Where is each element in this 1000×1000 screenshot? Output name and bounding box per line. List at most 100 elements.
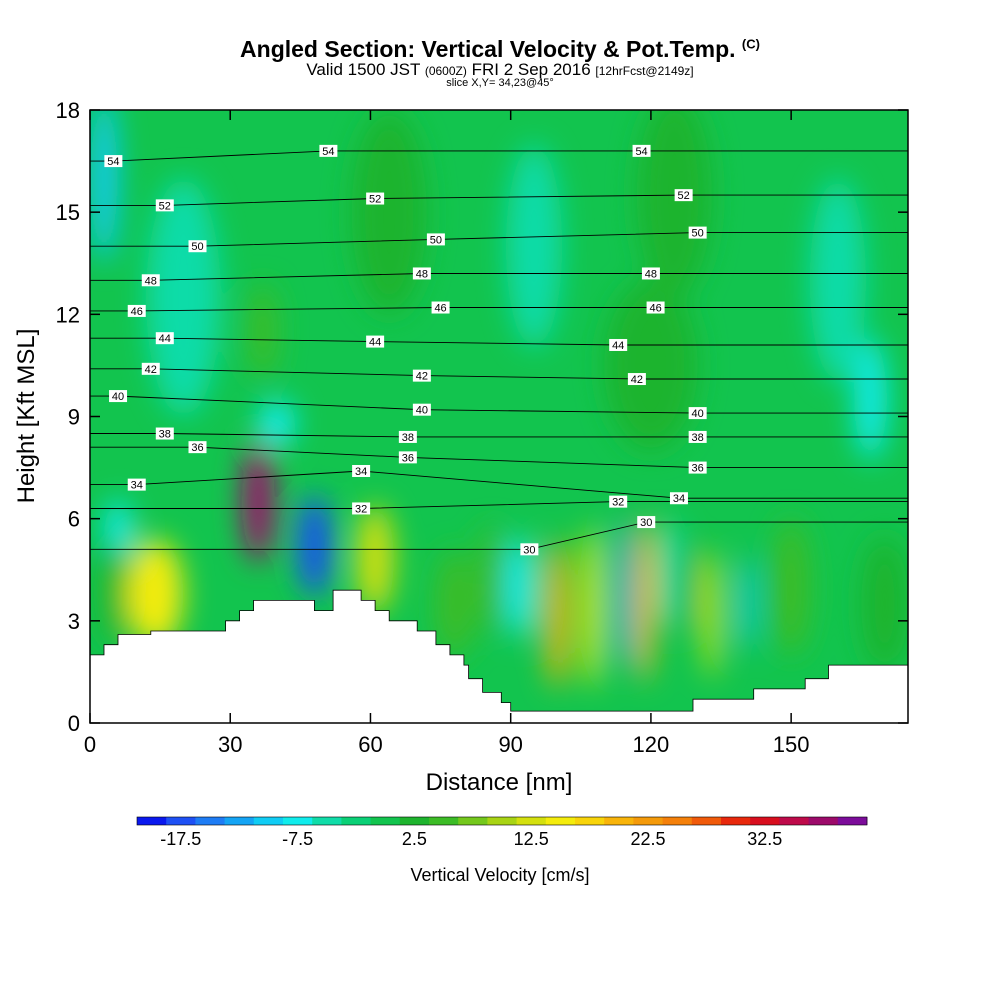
contour-label-text: 38	[159, 429, 171, 441]
velocity-cell	[356, 505, 394, 615]
contour-label-text: 46	[434, 303, 446, 315]
contour-label-box	[688, 407, 707, 420]
contour-label-text: 40	[112, 391, 124, 403]
velocity-cell	[772, 518, 810, 655]
contour-label-text: 46	[649, 303, 661, 315]
contour-label: 50	[188, 240, 207, 253]
chart-title: Angled Section: Vertical Velocity & Pot.…	[0, 36, 1000, 63]
contour-label-box	[141, 362, 160, 375]
contour-label-text: 42	[416, 371, 428, 383]
colorbar-swatch	[341, 817, 371, 825]
colorbar-swatch	[633, 817, 663, 825]
contour-label-text: 36	[692, 463, 704, 475]
velocity-cell	[248, 283, 277, 380]
velocity-cell	[633, 518, 655, 683]
contour-label-text: 36	[191, 442, 203, 454]
contour-label-text: 32	[612, 497, 624, 509]
contour-label-text: 46	[131, 306, 143, 318]
contour-label-text: 44	[612, 340, 624, 352]
valid-date: FRI 2 Sep 2016	[471, 60, 591, 79]
colorbar-swatch	[137, 817, 167, 825]
contour-label-box	[412, 403, 431, 416]
x-tick-label: 90	[498, 732, 522, 757]
velocity-cell	[477, 525, 507, 635]
contour-label: 40	[412, 403, 431, 417]
contour-label-box	[188, 240, 207, 253]
title-units: (C)	[741, 36, 760, 52]
colorbar-tick-label: 22.5	[630, 829, 665, 849]
contour-label-text: 30	[523, 544, 535, 556]
contour-label-box	[366, 192, 385, 205]
contour-label-text: 30	[640, 517, 652, 529]
contour-label-box	[109, 390, 128, 403]
contour-label-text: 48	[145, 275, 157, 287]
contour-label-box	[609, 495, 628, 508]
contour-label-text: 54	[107, 156, 119, 168]
contour-label-box	[398, 451, 417, 464]
colorbar-swatch	[253, 817, 284, 825]
y-tick-label: 9	[68, 405, 80, 430]
contour-label: 48	[641, 267, 660, 280]
contour-label: 44	[609, 338, 628, 352]
contour-label-box	[426, 233, 445, 246]
contour-label-box	[366, 335, 385, 348]
velocity-cell	[506, 535, 535, 638]
contour-label-text: 52	[159, 200, 171, 212]
colorbar-swatch	[662, 817, 693, 825]
contour-label-box	[155, 199, 174, 212]
contour-label-box	[141, 274, 160, 287]
colorbar-tick-label: -7.5	[282, 829, 313, 849]
contour-label-box	[627, 373, 646, 386]
contour-label: 46	[431, 301, 450, 315]
contour-label: 46	[127, 304, 146, 318]
contour-label-box	[412, 369, 431, 382]
velocity-cell	[704, 549, 719, 679]
contour-label-text: 44	[159, 333, 171, 345]
contour-label-text: 42	[631, 374, 643, 386]
contour-label: 54	[104, 155, 123, 168]
colorbar: -17.5 -7.5 2.5 12.5 22.5 32.5	[136, 816, 868, 849]
contour-label-text: 38	[692, 432, 704, 444]
velocity-cell	[506, 144, 563, 349]
colorbar-swatch	[604, 817, 634, 825]
contour-label-text: 36	[402, 452, 414, 464]
colorbar-swatch	[691, 817, 722, 825]
contour-label-text: 32	[355, 503, 367, 515]
contour-label: 36	[688, 461, 707, 475]
contour-label-box	[632, 144, 651, 157]
y-tick-label: 0	[68, 711, 80, 736]
contour-label: 34	[669, 492, 688, 505]
y-tick-label: 6	[68, 507, 80, 532]
x-tick-label: 0	[84, 732, 96, 757]
contour-label: 50	[688, 226, 707, 240]
velocity-cell	[90, 110, 119, 264]
contour-label: 42	[141, 362, 160, 376]
contour-label: 38	[398, 430, 417, 444]
colorbar-swatch	[808, 817, 839, 825]
contour-label-text: 40	[416, 405, 428, 417]
colorbar-frame	[136, 816, 868, 826]
contour-label-box	[398, 430, 417, 443]
contour-label-box	[669, 492, 688, 505]
forecast-tag: [12hrFcst@2149z]	[595, 64, 694, 78]
contour-label: 42	[412, 369, 431, 383]
contour-label-box	[520, 543, 539, 556]
velocity-cell	[809, 178, 866, 383]
valid-utc: (0600Z)	[424, 64, 467, 78]
contour-label-text: 52	[369, 194, 381, 206]
y-tick-label: 15	[56, 200, 80, 225]
isentrope-line	[90, 521, 908, 550]
contour-label-box	[641, 267, 660, 280]
colorbar-swatch	[399, 817, 430, 825]
colorbar-swatch	[195, 817, 225, 825]
colorbar-swatch	[312, 817, 342, 825]
x-tick-label: 30	[218, 732, 242, 757]
colorbar-swatch	[750, 817, 780, 825]
contour-label-box	[637, 516, 656, 529]
colorbar-swatch	[224, 817, 255, 825]
colorbar-tick-label: 2.5	[402, 829, 427, 849]
contour-label: 48	[141, 274, 160, 287]
contour-label-box	[412, 267, 431, 280]
contour-label-text: 48	[645, 268, 657, 280]
velocity-cell	[604, 280, 698, 451]
